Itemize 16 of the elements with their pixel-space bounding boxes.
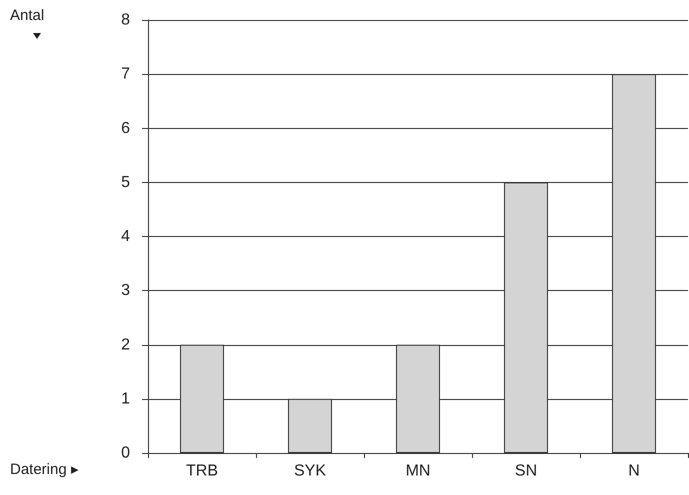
- x-tick-label: TRB: [186, 462, 218, 480]
- y-tick-label: 6: [121, 120, 130, 137]
- x-tick-label: MN: [406, 462, 430, 480]
- x-tick-label: SYK: [294, 462, 326, 480]
- x-axis-title: Datering ▸: [10, 461, 79, 478]
- x-tick-label: N: [628, 462, 640, 480]
- x-tick-label: SN: [514, 462, 538, 480]
- y-tick-label: 3: [121, 282, 130, 300]
- y-tick-label: 2: [121, 336, 130, 354]
- y-tick-label: 5: [121, 174, 130, 191]
- y-tick-label: 7: [121, 66, 130, 83]
- y-tick-label: 1: [121, 390, 130, 408]
- y-tick-label: 4: [121, 228, 130, 245]
- text: Antal: [10, 7, 44, 24]
- y-tick-label: 0: [121, 444, 130, 462]
- y-tick-label: 8: [121, 12, 130, 28]
